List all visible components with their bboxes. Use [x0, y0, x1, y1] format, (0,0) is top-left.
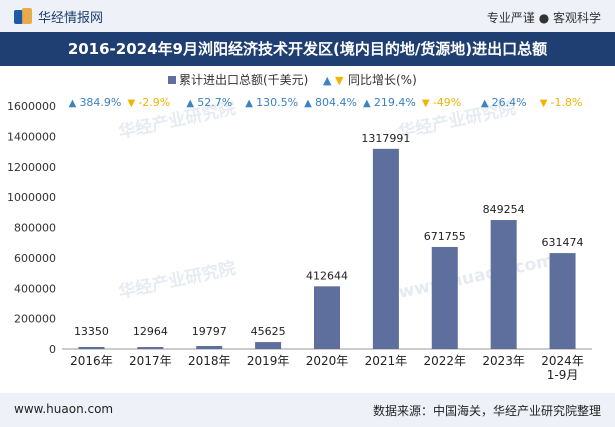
x-tick-label: 2021年	[365, 354, 408, 368]
bar	[314, 286, 340, 349]
y-tick-label: 1600000	[7, 100, 56, 113]
y-tick-label: 1400000	[7, 130, 56, 143]
growth-up-triangle-icon: ▲	[363, 98, 371, 109]
x-tick-label: 2016年	[70, 354, 113, 368]
growth-label: 804.4%	[315, 96, 357, 109]
bar	[549, 253, 576, 349]
growth-up-triangle-icon: ▲	[186, 98, 194, 109]
footer: www.huaon.com 数据来源：中国海关，华经产业研究院整理	[0, 393, 615, 427]
y-tick-label: 1000000	[7, 191, 56, 204]
x-tick-label: 2023年	[482, 354, 525, 368]
y-tick-label: 200000	[14, 313, 56, 326]
y-tick-label: 400000	[14, 282, 56, 295]
bar	[255, 342, 282, 349]
tagline: 专业严谨 ● 客观科学	[486, 11, 601, 25]
chart-title: 2016-2024年9月浏阳经济技术开发区(境内目的地/货源地)进出口总额	[67, 40, 548, 58]
growth-up-triangle-icon: ▲	[304, 98, 312, 109]
bar-value-label: 671755	[424, 230, 466, 243]
growth-label: 26.4%	[492, 96, 527, 109]
bar	[137, 347, 164, 349]
title-bar: 2016-2024年9月浏阳经济技术开发区(境内目的地/货源地)进出口总额	[0, 32, 615, 66]
growth-up-triangle-icon: ▲	[245, 98, 253, 109]
growth-label: 52.7%	[197, 96, 232, 109]
bar	[196, 345, 223, 349]
bar	[490, 220, 517, 349]
bar	[78, 346, 105, 349]
growth-down-triangle-icon: ▼	[540, 98, 548, 109]
x-tick-label: 2020年	[306, 354, 349, 368]
growth-down-triangle-icon: ▼	[127, 98, 135, 109]
growth-label: -1.8%	[551, 96, 583, 109]
huajing-logo-icon	[14, 7, 32, 26]
watermark-text: www.huaon.com	[397, 251, 556, 303]
growth-down-triangle-icon: ▼	[422, 98, 430, 109]
bar-value-label: 45625	[251, 325, 286, 338]
bar-value-label: 1317991	[361, 132, 410, 145]
top-bar: 华经情报网 专业严谨 ● 客观科学	[0, 0, 615, 32]
x-tick-label: 2018年	[188, 354, 231, 368]
brand-name: 华经情报网	[38, 11, 104, 26]
growth-label: -49%	[433, 96, 461, 109]
growth-up-triangle-icon: ▲	[481, 98, 489, 109]
y-tick-label: 800000	[14, 222, 56, 235]
bar-value-label: 412644	[306, 269, 348, 282]
bar-value-label: 12964	[133, 325, 168, 338]
x-tick-label: 2017年	[129, 354, 172, 368]
brand[interactable]: 华经情报网	[14, 7, 103, 26]
growth-up-triangle-icon: ▲	[69, 98, 77, 109]
growth-label: -2.9%	[138, 96, 170, 109]
x-tick-label: 1-9月	[547, 368, 579, 382]
x-tick-label: 2022年	[424, 354, 467, 368]
legend-label-growth: 同比增长(%)	[348, 73, 417, 87]
y-tick-label: 1200000	[7, 161, 56, 174]
bar-value-label: 19797	[192, 325, 227, 338]
bar-value-label: 849254	[483, 203, 525, 216]
y-tick-label: 600000	[14, 252, 56, 265]
bar-value-label: 13350	[74, 325, 109, 338]
growth-label: 130.5%	[256, 96, 298, 109]
growth-label: 384.9%	[79, 96, 121, 109]
legend-up-triangle-icon: ▲	[323, 74, 332, 87]
bar-value-label: 631474	[542, 236, 584, 249]
data-source: 数据来源：中国海关，华经产业研究院整理	[372, 404, 601, 418]
x-tick-label: 2019年	[247, 354, 290, 368]
y-tick-label: 0	[49, 343, 56, 356]
bar	[431, 246, 458, 349]
watermark-text: 华经产业研究院	[117, 258, 238, 303]
x-tick-label: 2024年	[541, 354, 584, 368]
legend-swatch-bars	[168, 76, 176, 84]
legend-down-triangle-icon: ▼	[335, 74, 344, 87]
legend-label-bars: 累计进出口总额(千美元)	[179, 73, 308, 87]
footer-url[interactable]: www.huaon.com	[14, 402, 114, 416]
bar	[372, 148, 399, 349]
growth-label: 219.4%	[374, 96, 416, 109]
